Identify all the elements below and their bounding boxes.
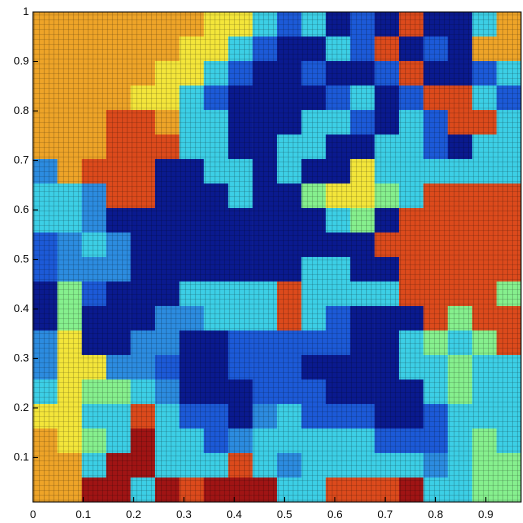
y-tick-label: 0.1 bbox=[14, 451, 29, 463]
y-tick-label: 0.7 bbox=[14, 154, 29, 166]
x-tick-label: 0.5 bbox=[277, 509, 292, 521]
cell-mesh bbox=[33, 12, 521, 502]
chart: 0 0.1 0.2 0.3 0.4 0.5 0.6 0.7 0.8 0.9 0.1 0.2 0.3 0.4… bbox=[0, 0, 523, 523]
x-tick-label: 0.4 bbox=[227, 509, 242, 521]
x-tick-label: 0.2 bbox=[126, 509, 141, 521]
y-tick-label: 0.2 bbox=[14, 402, 29, 414]
y-tick-label: 0.4 bbox=[14, 303, 29, 315]
y-tick-label: 1 bbox=[23, 6, 29, 18]
x-tick-label: 0 bbox=[30, 509, 36, 521]
y-tick-label: 0.8 bbox=[14, 105, 29, 117]
y-tick-label: 0.9 bbox=[14, 55, 29, 67]
y-tick-label: 0.5 bbox=[14, 253, 29, 265]
x-tick-label: 0.7 bbox=[378, 509, 393, 521]
y-tick-label: 0.6 bbox=[14, 204, 29, 216]
x-tick-label: 0.1 bbox=[76, 509, 91, 521]
x-tick-label: 0.6 bbox=[327, 509, 342, 521]
x-tick-label: 0.3 bbox=[176, 509, 191, 521]
x-tick-label: 0.8 bbox=[428, 509, 443, 521]
y-tick-label: 0.3 bbox=[14, 352, 29, 364]
x-tick-label: 0.9 bbox=[478, 509, 493, 521]
